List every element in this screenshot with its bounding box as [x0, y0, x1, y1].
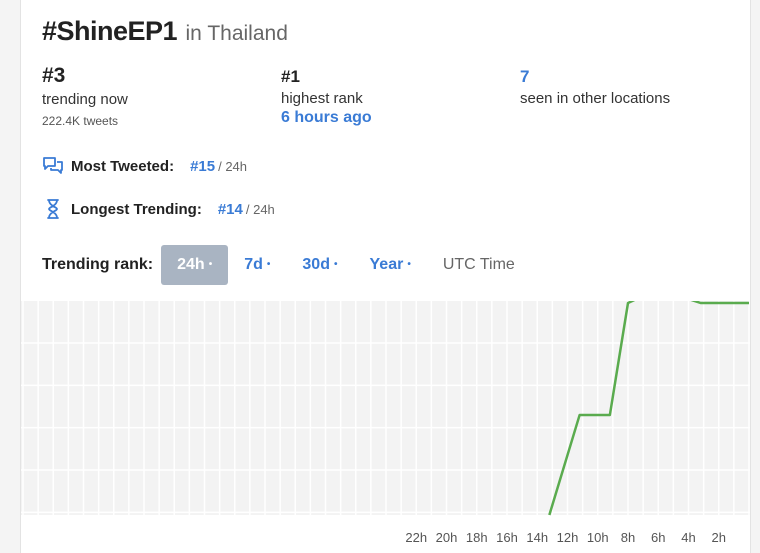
x-tick-label: 8h [621, 530, 635, 545]
other-locations-stat: 7 seen in other locations [520, 64, 670, 107]
trend-title: #ShineEP1 in Thailand [42, 16, 288, 47]
tab-24h[interactable]: 24h • [161, 245, 229, 285]
highest-rank-time-link[interactable]: 6 hours ago [281, 109, 372, 126]
chat-bubbles-icon [43, 157, 63, 174]
x-tick-label: 6h [651, 530, 665, 545]
most-tweeted-rank-link[interactable]: #15 [190, 157, 216, 175]
highest-rank: #1 [281, 67, 300, 86]
longest-trending-label: Longest Trending: [71, 200, 202, 218]
x-tick-label: 22h [405, 530, 427, 545]
hashtag-title: #ShineEP1 [42, 16, 178, 46]
chart-grid [21, 301, 750, 515]
chart-x-ticks: 22h 20h 18h 16h 14h 12h 10h 8h 6h 4h 2h [405, 530, 726, 545]
trending-rank-label: Trending rank: [42, 256, 154, 273]
longest-trending-rank-link[interactable]: #14 [217, 200, 243, 218]
tab-7d[interactable]: 7d • [244, 256, 271, 274]
utc-time-toggle[interactable]: UTC Time [442, 256, 515, 273]
most-tweeted-row: Most Tweeted: #15 / 24h [42, 156, 247, 176]
current-rank-stat: #3 trending now 222.4K tweets [42, 64, 128, 128]
x-tick-label: 16h [496, 530, 518, 545]
highest-rank-label: highest rank [281, 90, 363, 107]
longest-trending-period: / 24h [245, 201, 275, 217]
x-tick-label: 12h [557, 530, 579, 545]
x-tick-label: 18h [466, 530, 488, 545]
other-locations-label: seen in other locations [520, 90, 671, 107]
tab-year[interactable]: Year • [369, 256, 411, 274]
x-tick-label: 4h [681, 530, 695, 545]
rank-series-line [548, 301, 749, 516]
tab-30d[interactable]: 30d • [302, 256, 338, 274]
trending-rank-chart: 22h 20h 18h 16h 14h 12h 10h 8h 6h 4h 2h [21, 301, 750, 545]
current-rank-label: trending now [42, 91, 128, 108]
tweet-count: 222.4K tweets [42, 114, 119, 128]
most-tweeted-label: Most Tweeted: [71, 157, 175, 175]
trending-rank-bar: Trending rank: 24h • 7d • 30d • Year • UTC T… [42, 245, 531, 285]
trend-card: #ShineEP1 in Thailand #3 trending now 22… [20, 0, 751, 553]
x-tick-label: 20h [436, 530, 458, 545]
longest-trending-row: Longest Trending: #14 / 24h [42, 198, 275, 220]
x-tick-label: 10h [587, 530, 609, 545]
most-tweeted-period: / 24h [218, 158, 248, 174]
x-tick-label: 14h [526, 530, 548, 545]
hourglass-icon [47, 199, 59, 219]
current-rank: #3 [42, 64, 66, 87]
x-tick-label: 2h [712, 530, 726, 545]
location-label: in Thailand [185, 22, 288, 45]
highest-rank-stat: #1 highest rank 6 hours ago [281, 64, 372, 127]
other-locations-count-link[interactable]: 7 [520, 67, 530, 86]
